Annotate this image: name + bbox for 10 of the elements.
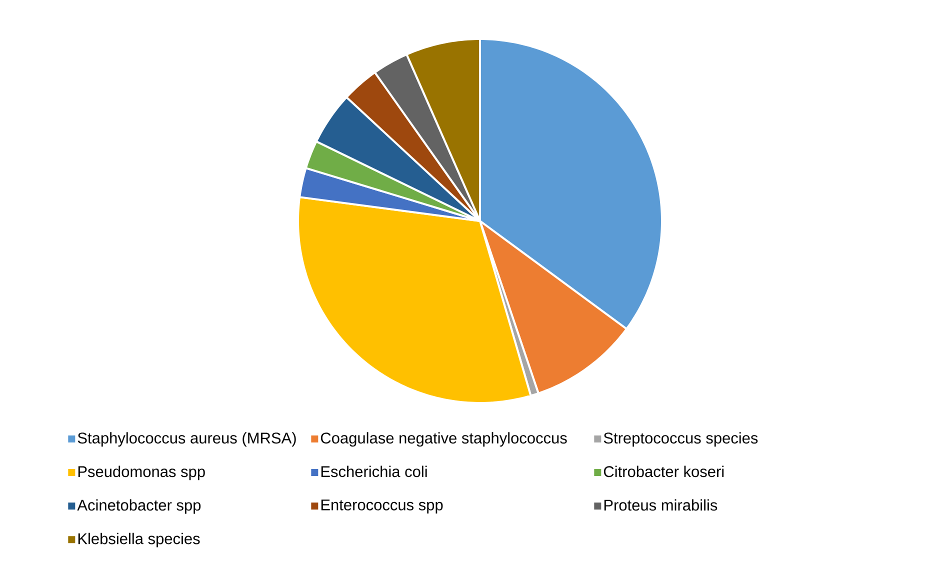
legend-label: Staphylococcus aureus (MRSA) — [78, 432, 296, 447]
legend-label: Streptococcus species — [604, 432, 758, 447]
legend-label: Proteus mirabilis — [604, 499, 718, 511]
legend-label: Klebsiella species — [78, 532, 200, 548]
legend-label: Pseudomonas spp — [78, 466, 205, 480]
legend-label: Enterococcus spp — [321, 500, 443, 514]
legend-label: Citrobacter koseri — [604, 466, 724, 478]
legend-label: Escherichia coli — [321, 466, 427, 478]
legend-label: Acinetobacter spp — [77, 499, 201, 514]
legend-label: Coagulase negative staphylococcus — [320, 432, 567, 447]
